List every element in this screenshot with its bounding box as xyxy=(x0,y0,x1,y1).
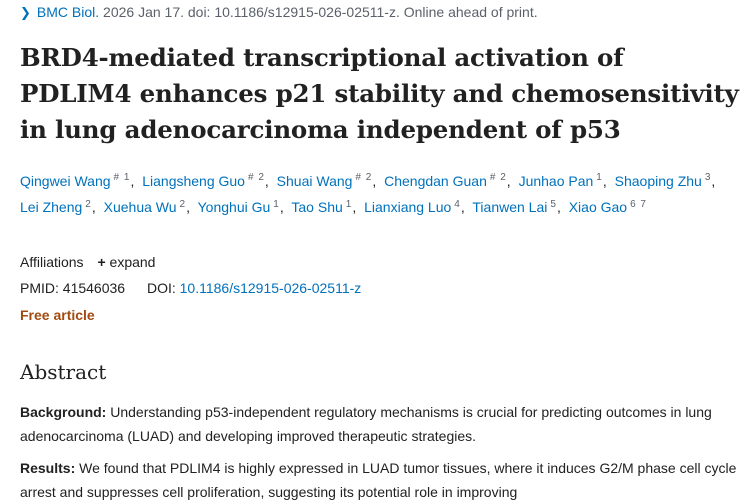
author-link[interactable]: Lei Zheng 2 xyxy=(20,198,92,216)
author-separator: , xyxy=(264,172,269,189)
author-link[interactable]: Lianxiang Luo 4 xyxy=(364,198,461,216)
affiliations-label: Affiliations xyxy=(20,254,84,270)
abstract-heading: Abstract xyxy=(20,360,107,384)
author-link[interactable]: Liangsheng Guo # 2 xyxy=(142,172,265,189)
author-link[interactable]: Chengdan Guan # 2 xyxy=(384,172,507,189)
author-separator: , xyxy=(602,172,607,189)
doi-label: DOI: xyxy=(146,280,176,296)
author-name: Yonghui Gu xyxy=(197,199,271,216)
author-list: Qingwei Wang # 1, Liangsheng Guo # 2, Shua… xyxy=(20,166,740,219)
author-affiliation-ref[interactable]: 1 xyxy=(345,198,353,210)
author-link[interactable]: Tianwen Lai 5 xyxy=(472,198,557,216)
author-name: Junhao Pan xyxy=(518,172,594,189)
author-separator: , xyxy=(91,199,96,216)
pmid-value: 41546036 xyxy=(62,280,126,296)
free-article-badge: Free article xyxy=(20,307,95,323)
identifiers-row: PMID: 41546036 DOI: 10.1186/s12915-026-0… xyxy=(20,280,361,296)
plus-icon[interactable]: + xyxy=(97,254,106,270)
author-separator: , xyxy=(279,199,284,216)
author-link[interactable]: Tao Shu 1 xyxy=(291,198,353,216)
results-label: Results: xyxy=(20,460,76,476)
results-text: We found that PDLIM4 is highly expressed… xyxy=(20,460,737,500)
author-affiliation-ref[interactable]: 2 xyxy=(85,198,92,210)
author-name: Xiao Gao xyxy=(568,199,628,216)
journal-link[interactable]: BMC Biol. xyxy=(36,4,100,20)
background-label: Background: xyxy=(20,404,107,420)
author-name: Chengdan Guan xyxy=(384,172,487,189)
author-affiliation-ref[interactable]: # 1 xyxy=(113,172,131,183)
citation-details: 2026 Jan 17. doi: 10.1186/s12915-026-025… xyxy=(103,4,538,20)
author-name: Shuai Wang xyxy=(276,172,353,189)
author-name: Qingwei Wang xyxy=(20,172,111,189)
affiliations-row: Affiliations + expand xyxy=(20,254,155,270)
author-affiliation-ref[interactable]: 6 7 xyxy=(630,198,647,210)
author-link[interactable]: Xiao Gao 6 7 xyxy=(568,198,647,216)
article-title: BRD4-mediated transcriptional activation… xyxy=(20,43,739,144)
author-separator: , xyxy=(711,172,716,189)
author-affiliation-ref[interactable]: # 2 xyxy=(247,172,265,183)
author-name: Lianxiang Luo xyxy=(364,199,452,216)
abstract-background: Background: Understanding p53-independen… xyxy=(20,400,740,448)
author-separator: , xyxy=(186,199,190,216)
pmid-label: PMID: xyxy=(20,280,59,296)
author-link[interactable]: Junhao Pan 1 xyxy=(518,172,603,189)
author-affiliation-ref[interactable]: 2 xyxy=(179,198,187,210)
author-separator: , xyxy=(352,199,357,216)
author-name: Liangsheng Guo xyxy=(142,172,245,189)
author-affiliation-ref[interactable]: 1 xyxy=(273,198,280,210)
author-separator: , xyxy=(130,172,135,189)
author-link[interactable]: Shuai Wang # 2 xyxy=(276,172,373,189)
author-affiliation-ref[interactable]: 4 xyxy=(454,198,461,210)
author-name: Lei Zheng xyxy=(20,199,83,216)
author-link[interactable]: Yonghui Gu 1 xyxy=(197,198,280,216)
author-name: Shaoping Zhu xyxy=(614,172,702,189)
author-affiliation-ref[interactable]: # 2 xyxy=(355,172,373,183)
author-separator: , xyxy=(460,199,465,216)
author-separator: , xyxy=(506,172,511,189)
author-name: Xuehua Wu xyxy=(103,199,177,216)
author-link[interactable]: Shaoping Zhu 3 xyxy=(614,172,712,189)
background-text: Understanding p53-independent regulatory… xyxy=(20,404,712,444)
doi-link[interactable]: 10.1186/s12915-026-02511-z xyxy=(179,280,362,296)
author-name: Tao Shu xyxy=(291,199,343,216)
author-affiliation-ref[interactable]: # 2 xyxy=(489,172,507,183)
author-link[interactable]: Xuehua Wu 2 xyxy=(103,198,187,216)
author-separator: , xyxy=(372,172,377,189)
citation-line: ❯ BMC Biol. 2026 Jan 17. doi: 10.1186/s12… xyxy=(20,4,538,21)
chevron-right-icon: ❯ xyxy=(20,5,31,20)
author-affiliation-ref[interactable]: 3 xyxy=(704,172,712,183)
author-name: Tianwen Lai xyxy=(472,199,548,216)
author-affiliation-ref[interactable]: 1 xyxy=(596,172,603,183)
author-affiliation-ref[interactable]: 5 xyxy=(550,198,557,210)
abstract-results: Results: We found that PDLIM4 is highly … xyxy=(20,456,740,504)
author-link[interactable]: Qingwei Wang # 1 xyxy=(20,172,131,189)
expand-button[interactable]: expand xyxy=(109,254,156,270)
author-separator: , xyxy=(556,199,561,216)
